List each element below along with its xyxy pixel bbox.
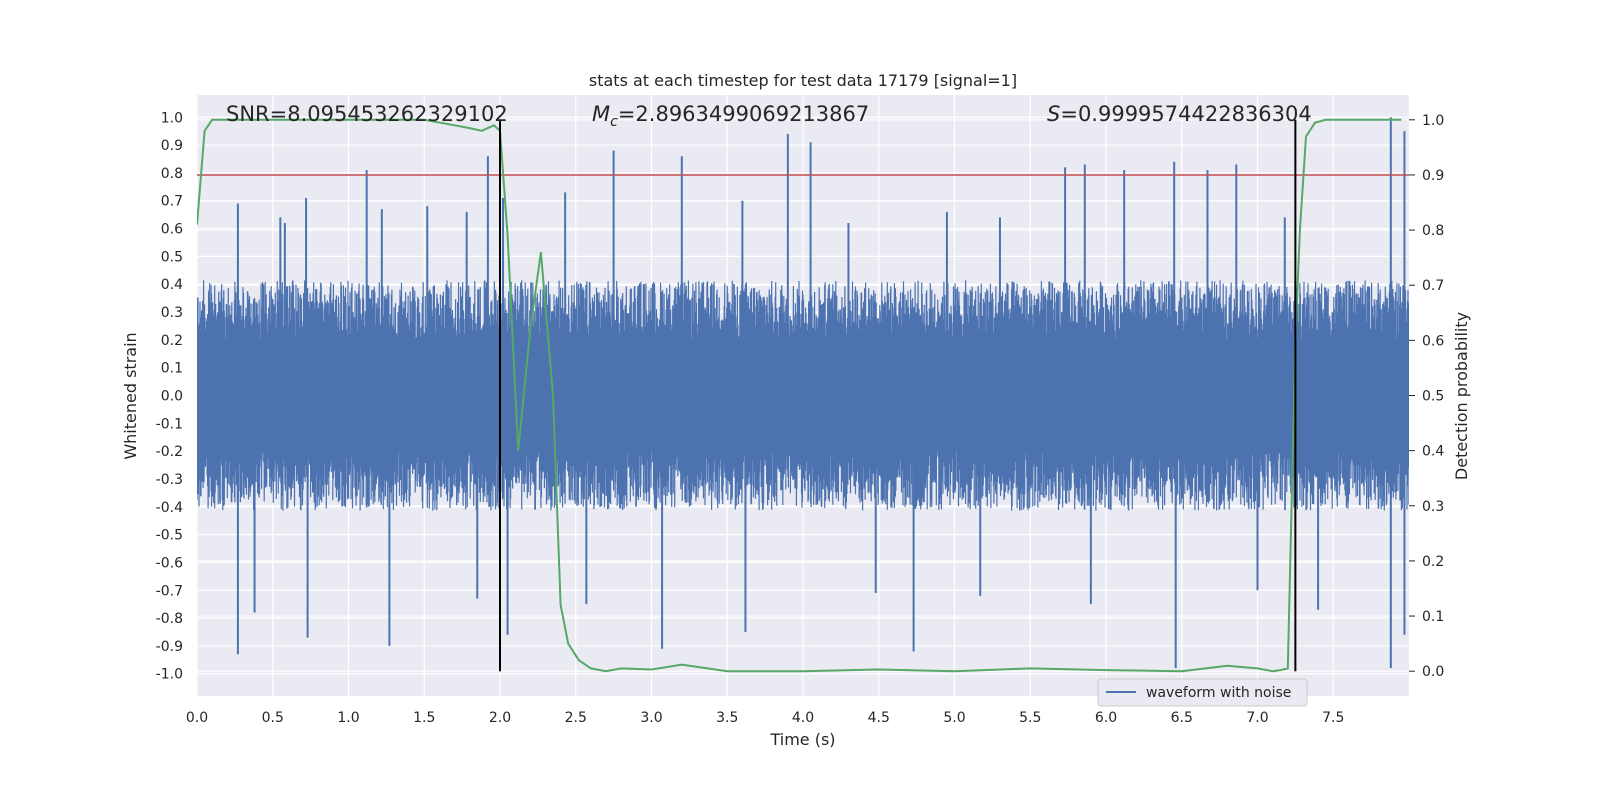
y-tick-label: -0.3 bbox=[156, 472, 183, 488]
x-tick-label: 2.0 bbox=[489, 710, 511, 726]
y-tick-label: 0.6 bbox=[161, 222, 183, 238]
vertical-markers bbox=[499, 119, 1297, 672]
x-tick-label: 4.5 bbox=[868, 710, 890, 726]
y-tick-label: -0.1 bbox=[156, 416, 183, 432]
y-tick-label: -0.6 bbox=[156, 555, 183, 571]
waveform-spikes bbox=[236, 117, 1406, 669]
x-axis-ticks: 0.0 0.5 1.0 1.5 2.0 2.5 3.0 3.5 4.0 4.5 5.0 5.5 6.0 6… bbox=[186, 710, 1345, 726]
y2-tick-label: 0.6 bbox=[1422, 333, 1444, 349]
y-tick-label: -0.8 bbox=[156, 611, 183, 627]
y-tick-label: 0.9 bbox=[161, 138, 183, 154]
y-tick-label: 0.5 bbox=[161, 249, 183, 265]
legend-label-waveform: waveform with noise bbox=[1146, 685, 1291, 701]
x-tick-label: 6.0 bbox=[1095, 710, 1117, 726]
y-tick-label: 0.4 bbox=[161, 277, 183, 293]
score-annotation: S=0.9999574422836304 bbox=[1047, 102, 1312, 126]
y2-tick-label: 0.4 bbox=[1422, 444, 1444, 460]
y2-tick-label: 1.0 bbox=[1422, 113, 1444, 129]
y-tick-label: -1.0 bbox=[156, 667, 183, 683]
y-tick-label: -0.4 bbox=[156, 500, 183, 516]
x-tick-label: 5.0 bbox=[943, 710, 965, 726]
chirp-mass-annotation: Mc=2.8963499069213867 bbox=[592, 102, 869, 130]
x-tick-label: 3.0 bbox=[640, 710, 662, 726]
x-tick-label: 7.0 bbox=[1246, 710, 1268, 726]
x-tick-label: 1.5 bbox=[413, 710, 435, 726]
y-axis-label: Whitened strain bbox=[121, 332, 140, 459]
legend-box bbox=[1097, 678, 1308, 707]
chart-title: stats at each timestep for test data 171… bbox=[589, 71, 1017, 90]
y-tick-label: 0.1 bbox=[161, 361, 183, 377]
detection-probability-line bbox=[197, 118, 1402, 673]
x-tick-label: 0.5 bbox=[262, 710, 284, 726]
y2-tick-label: 0.7 bbox=[1422, 278, 1444, 294]
legend: waveform with noise bbox=[1097, 678, 1308, 707]
y2-tick-label: 0.2 bbox=[1422, 554, 1444, 570]
x-tick-label: 7.5 bbox=[1322, 710, 1344, 726]
x-axis-label: Time (s) bbox=[769, 730, 835, 749]
y-tick-label: 0.8 bbox=[161, 166, 183, 182]
y-tick-label: 1.0 bbox=[161, 110, 183, 126]
chirp-mass-value: =2.8963499069213867 bbox=[618, 102, 869, 126]
y-tick-label: -0.2 bbox=[156, 444, 183, 460]
waveform-core bbox=[197, 280, 1409, 511]
x-tick-label: 3.5 bbox=[716, 710, 738, 726]
y-tick-label: 0.3 bbox=[161, 305, 183, 321]
y-tick-label: -0.9 bbox=[156, 639, 183, 655]
y-tick-label: -0.5 bbox=[156, 528, 183, 544]
y-tick-label: -0.7 bbox=[156, 583, 183, 599]
x-tick-label: 2.5 bbox=[565, 710, 587, 726]
score-value: =0.9999574422836304 bbox=[1060, 102, 1311, 126]
chirp-mass-subscript: c bbox=[610, 114, 618, 130]
y2-tick-label: 0.5 bbox=[1422, 389, 1444, 405]
plot-area bbox=[197, 117, 1409, 673]
x-tick-label: 6.5 bbox=[1171, 710, 1193, 726]
y2-tick-label: 0.8 bbox=[1422, 223, 1444, 239]
score-symbol: S bbox=[1047, 102, 1060, 126]
y-tick-label: 0.7 bbox=[161, 194, 183, 210]
y2-tick-label: 0.0 bbox=[1422, 664, 1444, 680]
x-tick-label: 0.0 bbox=[186, 710, 208, 726]
x-tick-label: 4.0 bbox=[792, 710, 814, 726]
y2-tick-label: 0.9 bbox=[1422, 168, 1444, 184]
x-tick-label: 5.5 bbox=[1019, 710, 1041, 726]
chirp-mass-symbol: M bbox=[592, 102, 610, 126]
y2-axis-label: Detection probability bbox=[1452, 312, 1471, 480]
y2-axis-ticks: 1.0 0.9 0.8 0.7 0.6 0.5 0.4 0.3 0.2 0.1 0.0 bbox=[1409, 113, 1444, 680]
y2-tick-label: 0.1 bbox=[1422, 609, 1444, 625]
y2-tick-label: 0.3 bbox=[1422, 499, 1444, 515]
y-axis-ticks: 1.0 0.9 0.8 0.7 0.6 0.5 0.4 0.3 0.2 0.1 0.0 -0.1 -0.… bbox=[156, 110, 183, 682]
snr-annotation: SNR=8.095453262329102 bbox=[226, 102, 508, 126]
x-tick-label: 1.0 bbox=[337, 710, 359, 726]
y-tick-label: 0.2 bbox=[161, 333, 183, 349]
y-tick-label: 0.0 bbox=[161, 389, 183, 405]
